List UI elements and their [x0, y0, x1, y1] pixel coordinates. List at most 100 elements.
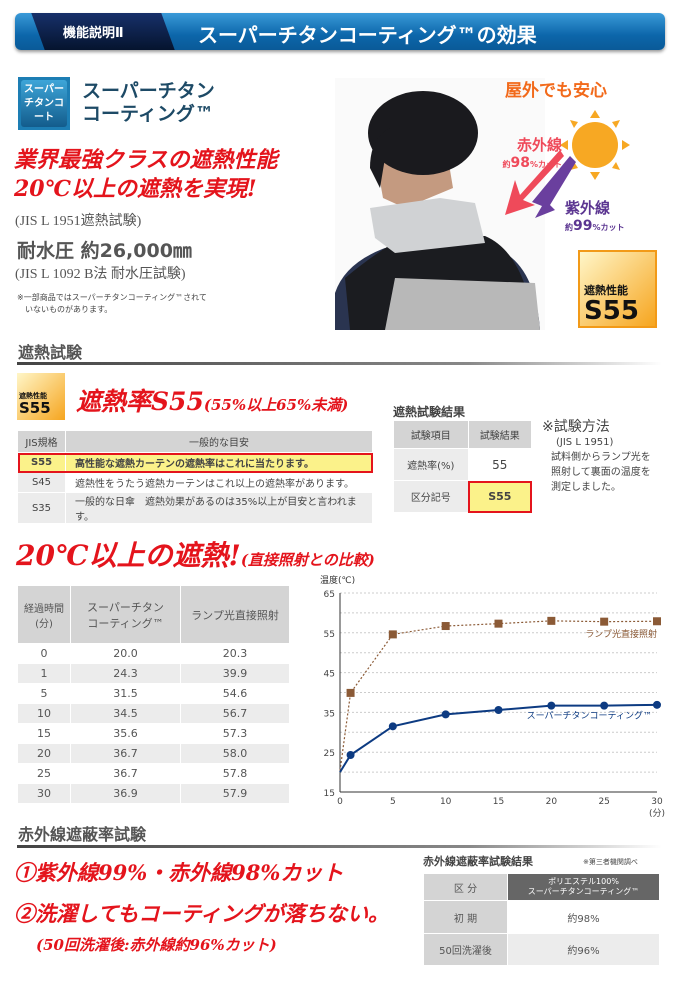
- sun-arrows-graphic: [505, 110, 630, 218]
- table-cell: 57.9: [180, 783, 290, 804]
- table-row: 5 31.5 54.6: [17, 683, 290, 704]
- x-tick-label: 0: [337, 797, 343, 807]
- divider: [17, 845, 662, 848]
- data-point: [346, 688, 355, 697]
- header-tag: 機能説明Ⅱ: [63, 26, 124, 41]
- table-cell: 5: [17, 683, 71, 704]
- table-cell: 36.7: [70, 763, 181, 784]
- table-row: 10 34.5 56.7: [17, 703, 290, 724]
- data-point: [388, 630, 397, 639]
- y-tick-label: 15: [324, 789, 335, 799]
- data-point: [547, 701, 556, 710]
- ir-result-note: ※第三者機関調べ: [583, 858, 638, 866]
- jis-table: JIS規格 一般的な目安 S55 高性能な遮熱カーテンの遮熱率はこれに当たります。 …: [17, 430, 373, 524]
- heat-result-table: 試験項目 試験結果 遮熱率(%) 55 区分記号 S55: [393, 420, 533, 513]
- heat-rate-title: 遮熱率S55(55%以上65%未満): [76, 387, 349, 416]
- table-cell: 56.7: [180, 703, 290, 724]
- s55-badge: 遮熱性能 S55: [578, 250, 657, 328]
- y-tick-label: 65: [324, 590, 335, 600]
- claim-wash: ②洗濯してもコーティングが落ちない。: [14, 901, 390, 926]
- table-cell: 54.6: [180, 683, 290, 704]
- table-cell: 36.7: [70, 743, 181, 764]
- sun-icon: [560, 110, 630, 180]
- x-tick-label: 25: [598, 797, 609, 807]
- table-cell: 10: [17, 703, 71, 724]
- super-titan-logo: スーパーチタンコート: [18, 77, 70, 130]
- data-point: [441, 710, 450, 719]
- table-row: 0 20.0 20.3: [17, 643, 290, 664]
- table-cell: 25: [17, 763, 71, 784]
- data-point: [494, 706, 503, 715]
- x-tick-label: 30: [651, 797, 663, 807]
- claim-uv-ir: ①紫外線99%・赤外線98%カット: [14, 860, 344, 885]
- water-pressure: 耐水圧 約26,000㎜: [17, 240, 192, 262]
- data-point: [653, 700, 661, 709]
- table-cell: 0: [17, 643, 71, 664]
- section-ir-test: 赤外線遮蔽率試験: [18, 825, 147, 844]
- series-line: [339, 620, 658, 771]
- data-point: [600, 701, 609, 710]
- x-tick-label: 15: [493, 797, 504, 807]
- series-label: ランプ光直接照射: [585, 628, 657, 640]
- x-axis-label: (分): [649, 808, 665, 819]
- ir-result-title: 赤外線遮蔽率試験結果: [423, 855, 533, 868]
- compare-title: 20℃以上の遮熱!(直接照射との比較): [16, 539, 375, 572]
- y-axis-label: 温度(℃): [320, 574, 355, 586]
- data-point: [388, 722, 397, 731]
- data-point: [346, 750, 355, 759]
- table-cell: 39.9: [180, 663, 290, 684]
- heat-test-standard: (JIS L 1951遮熱試験): [15, 214, 142, 229]
- table-cell: 36.9: [70, 783, 181, 804]
- ir-label: 赤外線 約98%カット: [502, 136, 563, 171]
- temperature-chart: 15 25 35 45 55 65 0 5 10 15 20 25 30 温度(℃) (分) ランプ光直接照射…: [320, 574, 665, 819]
- data-point: [441, 622, 450, 631]
- table-cell: 24.3: [70, 663, 181, 684]
- divider: [17, 362, 662, 365]
- outdoor-title: 屋外でも安心: [505, 81, 607, 101]
- data-point: [600, 617, 609, 626]
- series-label: スーパーチタンコーティング™: [527, 709, 652, 721]
- data-point: [653, 617, 661, 626]
- table-cell: 20: [17, 743, 71, 764]
- table-cell: 30: [17, 783, 71, 804]
- temperature-table: 経過時間 (分) スーパーチタン コーティング™ ランプ光直接照射 0 20.0 20.3 1…: [17, 585, 290, 804]
- headline: 業界最強クラスの遮熱性能 20℃以上の遮熱を実現!: [14, 147, 278, 202]
- table-cell: 35.6: [70, 723, 181, 744]
- data-point: [494, 619, 503, 628]
- y-tick-label: 25: [324, 749, 335, 759]
- section-heat-test: 遮熱試験: [18, 343, 83, 362]
- claim-wash-detail: (50回洗濯後:赤外線約96%カット): [36, 936, 277, 954]
- table-cell: 58.0: [180, 743, 290, 764]
- table-cell: 15: [17, 723, 71, 744]
- table-row: 30 36.9 57.9: [17, 783, 290, 804]
- page-header-banner: 機能説明Ⅱ スーパーチタンコーティング™の効果: [15, 13, 665, 50]
- product-title: スーパーチタン コーティング™: [82, 80, 215, 125]
- data-point: [547, 616, 556, 625]
- table-cell: 57.3: [180, 723, 290, 744]
- uv-arrow-icon: [532, 156, 576, 218]
- x-tick-label: 20: [546, 797, 558, 807]
- x-tick-label: 10: [440, 797, 452, 807]
- y-tick-label: 35: [324, 709, 335, 719]
- table-cell: 57.8: [180, 763, 290, 784]
- table-cell: 20.3: [180, 643, 290, 664]
- y-tick-label: 45: [324, 670, 335, 680]
- table-row: 20 36.7 58.0: [17, 743, 290, 764]
- uv-label: 紫外線 約99%カット: [565, 199, 625, 234]
- ir-result-table: 区 分ポリエステル100% スーパーチタンコーティング™ 初 期約98% 50回洗…: [423, 873, 660, 966]
- heat-result-title: 遮熱試験結果: [393, 405, 466, 419]
- table-cell: 1: [17, 663, 71, 684]
- table-cell: 20.0: [70, 643, 181, 664]
- ir-arrow-icon: [505, 150, 564, 215]
- test-method: ※試験方法 (JIS L 1951) 試料側からランプ光を 照射して裏面の温度を…: [542, 419, 651, 494]
- x-tick-label: 5: [390, 797, 396, 807]
- table-cell: 34.5: [70, 703, 181, 724]
- table-cell: 31.5: [70, 683, 181, 704]
- table-row: 15 35.6 57.3: [17, 723, 290, 744]
- water-test-standard: (JIS L 1092 B法 耐水圧試験): [15, 267, 186, 282]
- series-line: [339, 703, 658, 773]
- model-photo: [335, 78, 545, 330]
- table-row: 25 36.7 57.8: [17, 763, 290, 784]
- coating-note: ※一部商品ではスーパーチタンコーティング™されて いないものがあります。: [17, 293, 207, 314]
- y-tick-label: 55: [324, 630, 335, 640]
